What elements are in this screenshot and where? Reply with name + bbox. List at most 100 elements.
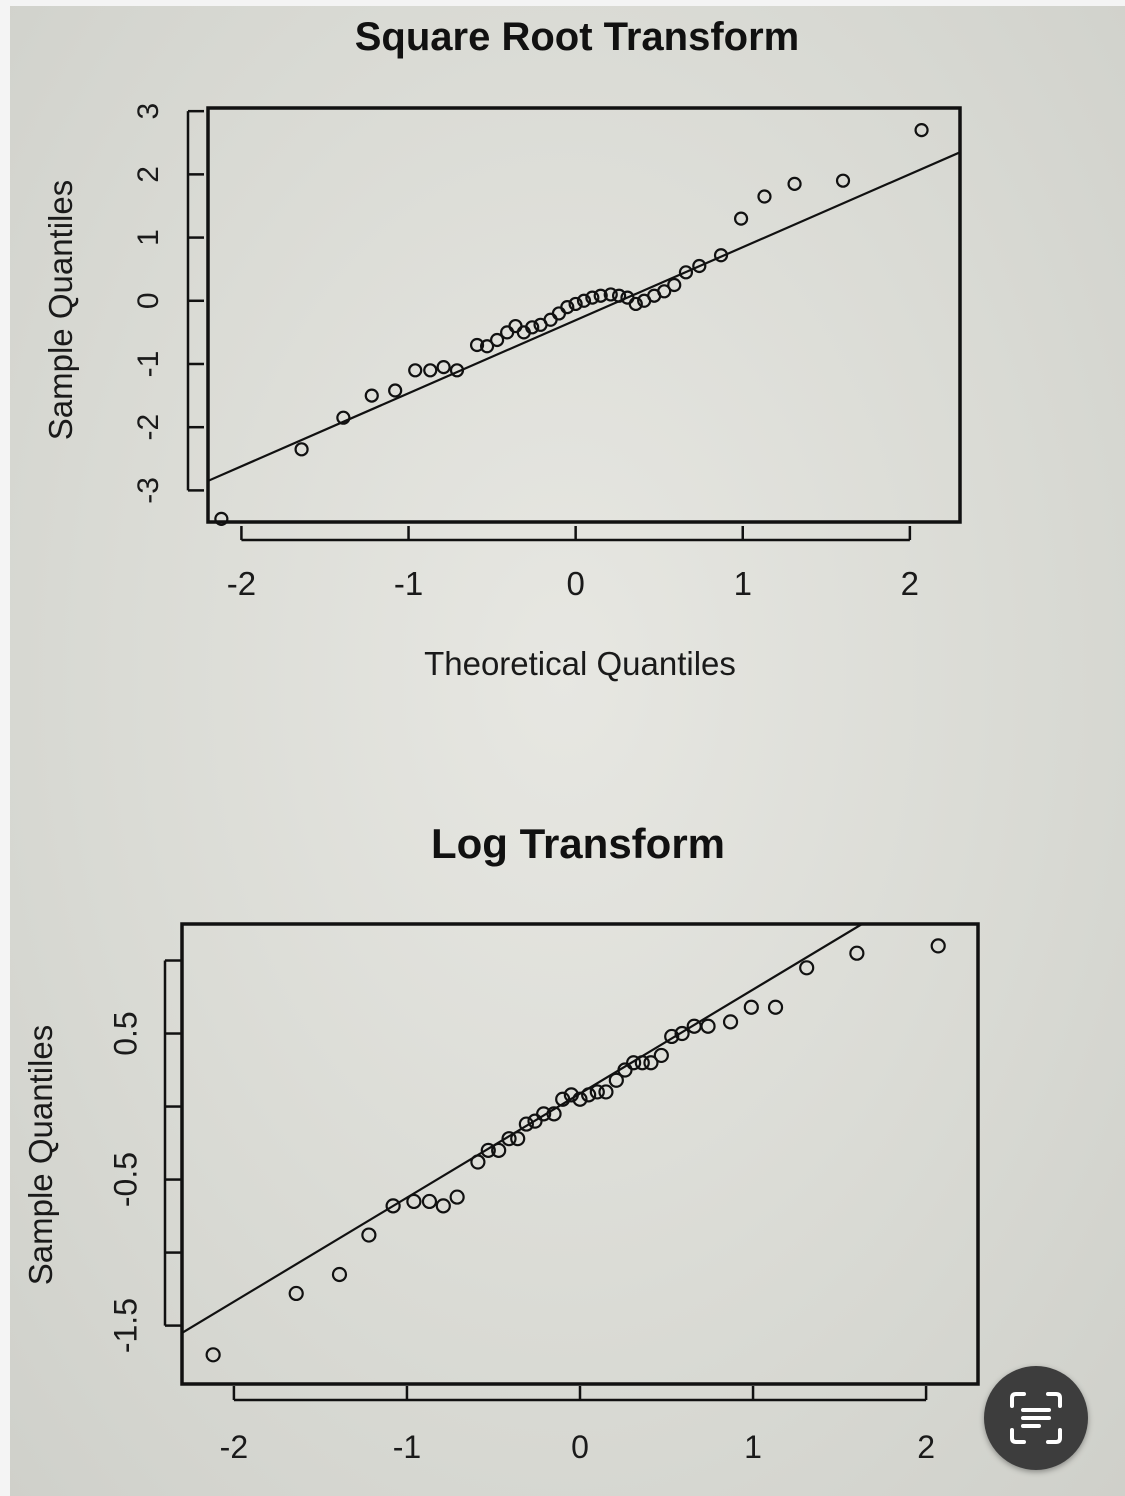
data-point (733, 211, 749, 226)
data-point (525, 320, 540, 335)
x-tick-label: 1 (734, 565, 752, 602)
y-axis-label: Sample Quantiles (42, 180, 79, 440)
data-point (421, 1193, 438, 1210)
data-point (449, 1189, 465, 1205)
x-tick-label: -2 (220, 1429, 248, 1465)
plot-marks: -2 -1 0 1 2 -1.5 -0.5 0.5 (107, 922, 980, 1465)
data-point (799, 960, 815, 976)
x-tick-label: 0 (566, 565, 584, 602)
data-point (288, 1285, 304, 1302)
data-point (336, 410, 351, 425)
data-point (449, 363, 465, 378)
data-point (686, 1018, 702, 1034)
data-point (581, 1087, 597, 1103)
y-tick-label: 0.5 (107, 1011, 143, 1055)
y-tick-label: -1.5 (107, 1298, 143, 1353)
data-point (634, 1055, 650, 1071)
x-tick-label: 2 (901, 565, 919, 602)
data-point (527, 1113, 543, 1129)
data-point (692, 258, 707, 274)
y-tick-label: 0 (132, 292, 165, 309)
data-point (611, 288, 627, 303)
data-point (214, 511, 229, 526)
data-point (643, 1055, 659, 1071)
y-tick-label: 2 (132, 166, 165, 183)
data-point (543, 312, 558, 327)
data-point (585, 290, 600, 305)
data-point (501, 1131, 517, 1147)
plot-marks: -2 -1 0 1 2 -3 -2 -1 0 1 2 3 (132, 103, 962, 602)
data-point (408, 363, 423, 378)
x-tick-label: 0 (571, 1429, 589, 1465)
data-point (576, 293, 592, 308)
data-point (385, 1198, 401, 1214)
data-point (479, 339, 495, 354)
y-tick-label: -1 (132, 351, 165, 378)
qq-reference-line (208, 151, 960, 482)
scan-text-icon (1010, 1392, 1062, 1444)
data-point (603, 287, 618, 302)
sqrt-transform-chart: Square Root Transform Sample Quantiles T… (42, 15, 962, 682)
y-tick-label: 3 (132, 103, 165, 120)
data-point (546, 1106, 562, 1122)
data-point (563, 1087, 579, 1103)
data-point (572, 1091, 588, 1107)
data-point (589, 1084, 605, 1100)
plot-frame (180, 922, 980, 1386)
data-point (518, 1116, 534, 1132)
data-point (510, 1131, 526, 1147)
data-point (480, 1142, 496, 1158)
data-point (767, 999, 784, 1015)
data-point (713, 248, 729, 263)
data-point (555, 1091, 571, 1107)
data-point (664, 1028, 680, 1045)
data-point (436, 360, 451, 375)
data-point (722, 1014, 739, 1030)
data-point (674, 1025, 690, 1042)
chart-title: Log Transform (431, 820, 725, 867)
x-tick-label: 2 (917, 1429, 935, 1465)
y-tick-label: -0.5 (107, 1152, 143, 1207)
photo-edge-left (0, 0, 10, 1496)
data-point (490, 332, 505, 348)
data-point (364, 388, 379, 403)
x-tick-label: -1 (394, 565, 423, 602)
data-point (388, 383, 403, 398)
data-point (626, 1055, 642, 1071)
data-point (743, 999, 759, 1015)
data-point (593, 288, 608, 303)
x-tick-label: -1 (393, 1429, 421, 1465)
x-tick-label: -2 (227, 565, 256, 602)
data-point (700, 1018, 716, 1034)
data-point (500, 325, 515, 340)
data-point (331, 1266, 348, 1283)
data-point (598, 1084, 614, 1100)
data-point (469, 337, 485, 353)
data-point (435, 1198, 451, 1214)
data-point (551, 306, 567, 321)
data-point (423, 363, 438, 378)
data-point (536, 1106, 552, 1122)
data-point (470, 1154, 486, 1170)
data-point (667, 277, 682, 293)
y-axis-label: Sample Quantiles (22, 1025, 59, 1285)
data-point (608, 1072, 624, 1088)
data-point (757, 189, 772, 204)
data-point (491, 1142, 507, 1158)
data-point (560, 299, 575, 315)
data-point (835, 173, 851, 188)
data-point (294, 442, 309, 457)
y-tick-label: -2 (132, 414, 165, 441)
data-point (568, 296, 583, 312)
data-point (205, 1347, 221, 1363)
data-point (406, 1193, 422, 1210)
x-axis-label: Theoretical Quantiles (424, 645, 736, 682)
data-point (508, 318, 523, 334)
y-tick-label: -3 (132, 477, 165, 504)
y-tick-label: 1 (132, 229, 165, 246)
chart-title: Square Root Transform (355, 15, 800, 59)
data-point (678, 265, 694, 280)
lens-scan-button[interactable] (984, 1366, 1088, 1470)
data-point (787, 176, 802, 191)
